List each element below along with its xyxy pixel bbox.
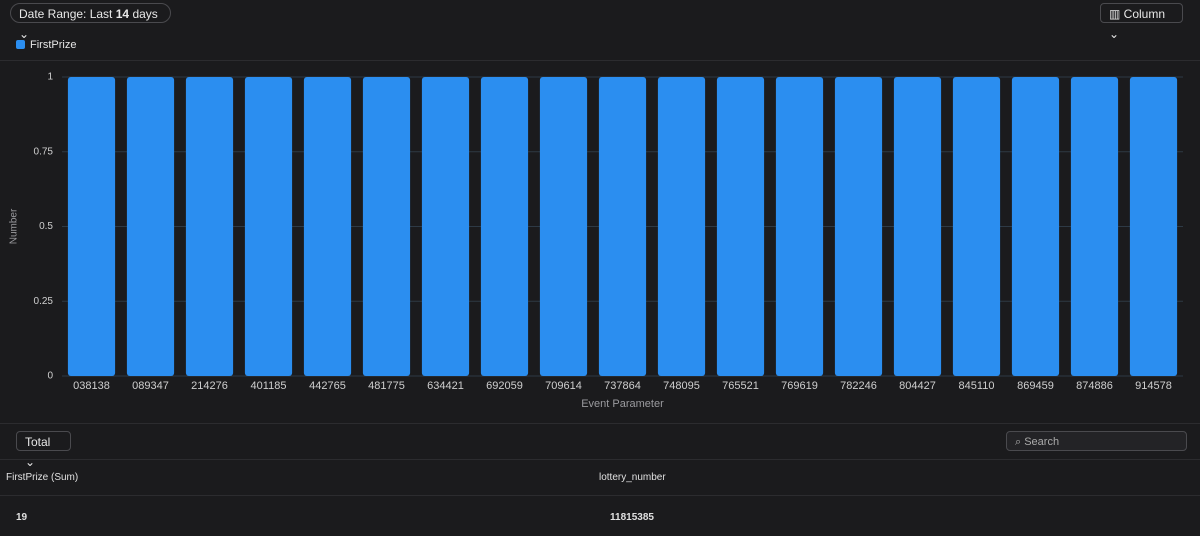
x-tick-label: 737864: [604, 380, 641, 392]
y-tick-label: 0.75: [34, 146, 54, 157]
y-tick-label: 0.5: [39, 221, 53, 232]
y-tick-label: 0: [47, 371, 53, 382]
bar: [834, 77, 883, 376]
x-tick-label: 089347: [132, 380, 169, 392]
legend-label: FirstPrize: [30, 39, 76, 51]
bar: [185, 77, 234, 376]
date-range-count: 14: [115, 7, 130, 21]
x-tick-label: 914578: [1135, 380, 1172, 392]
divider: [0, 495, 1200, 496]
bar: [893, 77, 942, 376]
x-tick-label: 769619: [781, 380, 818, 392]
x-tick-label: 782246: [840, 380, 877, 392]
bar: [1129, 77, 1178, 376]
bar: [1011, 77, 1060, 376]
bar: [244, 77, 293, 376]
date-range-unit: days: [132, 7, 158, 21]
y-tick-label: 1: [47, 72, 53, 83]
x-tick-label: 214276: [191, 380, 228, 392]
aggregate-dropdown[interactable]: Total ⌄: [16, 431, 71, 469]
bar: [480, 77, 529, 376]
divider: [0, 423, 1200, 424]
x-tick-label: 692059: [486, 380, 523, 392]
x-tick-label: 634421: [427, 380, 464, 392]
chart-type-button[interactable]: ▥ Column ⌄: [1100, 3, 1183, 41]
search-box[interactable]: ⌕ Search: [1006, 431, 1187, 451]
bar: [1070, 77, 1119, 376]
date-range-prefix: Date Range: Last: [19, 7, 113, 21]
bar: [775, 77, 824, 376]
x-tick-label: 869459: [1017, 380, 1054, 392]
x-tick-label: 401185: [251, 380, 287, 392]
chart: FirstPrize 0 0.25 0.5 0.75 1 Number Event Param…: [9, 39, 1183, 410]
x-tick-label: 765521: [722, 380, 759, 392]
bar: [539, 77, 588, 376]
y-axis-label: Number: [9, 208, 20, 244]
x-tick-label: 748095: [663, 380, 700, 392]
x-tick-label: 709614: [545, 380, 582, 392]
x-axis-label: Event Parameter: [581, 398, 664, 410]
bar: [67, 77, 116, 376]
divider: [0, 60, 1200, 61]
x-tick-label: 874886: [1076, 380, 1113, 392]
bar: [657, 77, 706, 376]
bar: [952, 77, 1001, 376]
chart-type: Column: [1123, 7, 1166, 21]
divider: [0, 459, 1200, 460]
table-cell: 19: [16, 512, 28, 523]
bar: [598, 77, 647, 376]
column-header: lottery_number: [599, 472, 666, 483]
x-tick-label: 442765: [309, 380, 346, 392]
aggregate: Total: [25, 435, 51, 449]
date-range-button[interactable]: Date Range: Last 14 days ⌄: [10, 3, 171, 41]
x-tick-label: 038138: [73, 380, 110, 392]
bar: [362, 77, 411, 376]
bar: [716, 77, 765, 376]
column-header: FirstPrize (Sum): [6, 472, 79, 483]
bar: [303, 77, 352, 376]
bar: [421, 77, 470, 376]
legend-swatch: [16, 40, 25, 49]
table-cell: 11815385: [610, 512, 654, 523]
search-placeholder: Search: [1024, 436, 1060, 448]
bar: [126, 77, 175, 376]
x-tick-label: 804427: [899, 380, 936, 392]
x-tick-label: 845110: [959, 380, 995, 392]
y-tick-label: 0.25: [34, 296, 54, 307]
x-tick-label: 481775: [368, 380, 405, 392]
